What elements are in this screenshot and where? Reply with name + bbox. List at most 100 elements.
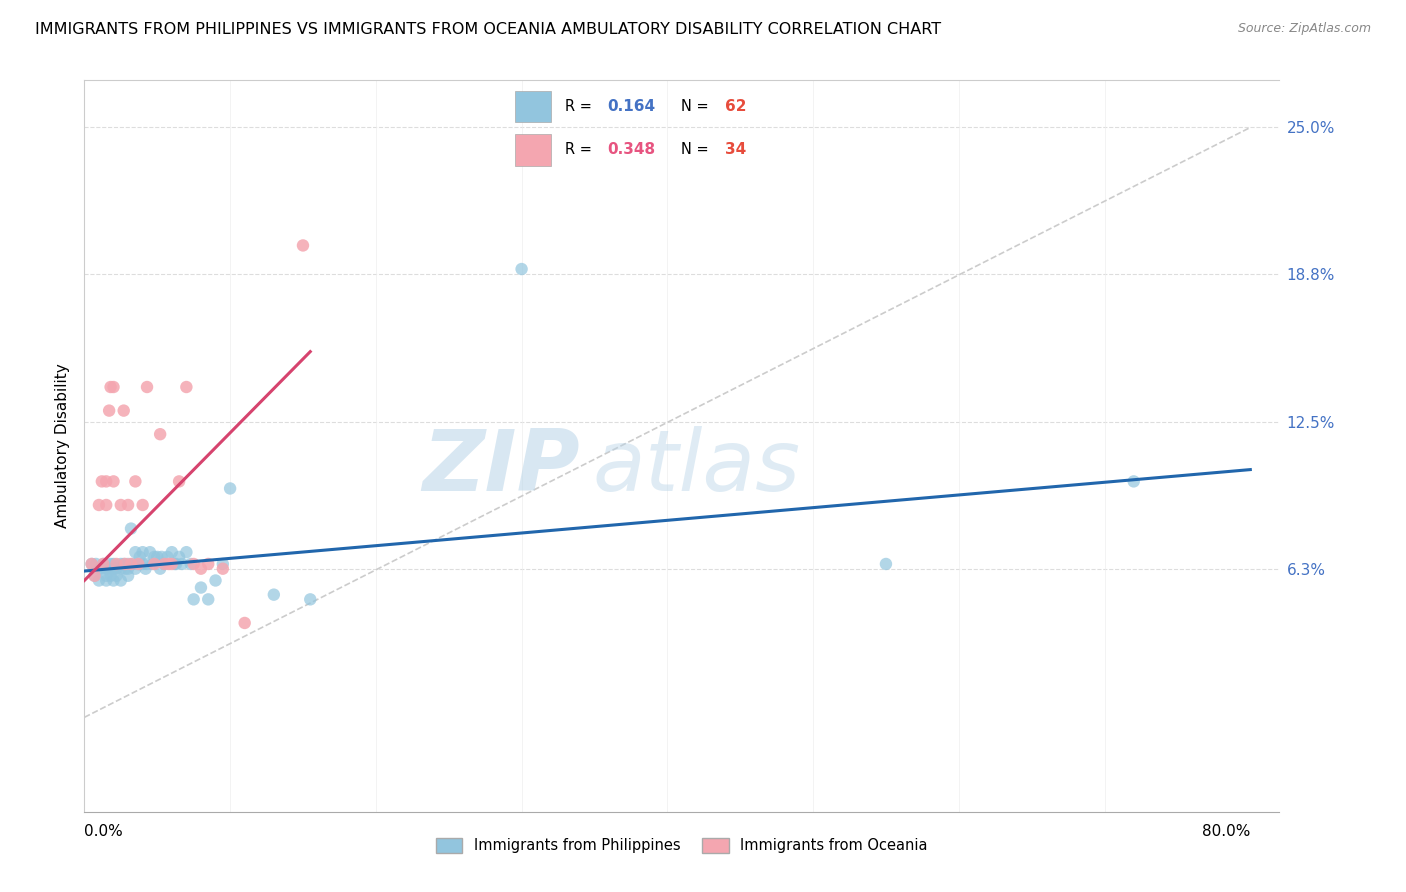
- Point: [87, 574, 110, 588]
- Point: [131, 557, 153, 571]
- Point: [183, 592, 205, 607]
- Point: [83, 568, 105, 582]
- Point: [98, 562, 121, 576]
- Point: [84, 557, 107, 571]
- Point: [96, 568, 118, 582]
- Point: [176, 545, 198, 559]
- Text: atlas: atlas: [592, 426, 800, 509]
- Point: [120, 522, 142, 536]
- Point: [233, 615, 256, 630]
- Point: [114, 557, 136, 571]
- Point: [176, 380, 198, 394]
- Point: [165, 557, 187, 571]
- Point: [87, 562, 110, 576]
- Y-axis label: Ambulatory Disability: Ambulatory Disability: [55, 364, 70, 528]
- Text: 62: 62: [725, 99, 747, 114]
- Point: [91, 557, 114, 571]
- Point: [146, 549, 169, 564]
- Point: [117, 557, 139, 571]
- Point: [180, 557, 202, 571]
- Point: [80, 557, 103, 571]
- Point: [136, 380, 159, 394]
- Point: [90, 475, 112, 489]
- Point: [91, 557, 114, 571]
- Point: [127, 557, 149, 571]
- Point: [100, 568, 122, 582]
- Point: [103, 574, 125, 588]
- Point: [105, 568, 128, 582]
- Point: [510, 262, 533, 277]
- Point: [149, 562, 172, 576]
- Point: [139, 545, 162, 559]
- FancyBboxPatch shape: [515, 91, 551, 122]
- Point: [211, 557, 233, 571]
- Point: [183, 557, 205, 571]
- Point: [96, 475, 118, 489]
- Point: [190, 581, 212, 595]
- Point: [110, 557, 132, 571]
- Point: [124, 545, 146, 559]
- Point: [96, 498, 118, 512]
- Text: N =: N =: [681, 99, 713, 114]
- Point: [160, 557, 183, 571]
- Point: [105, 557, 128, 571]
- Point: [100, 557, 122, 571]
- Point: [121, 557, 143, 571]
- Point: [170, 557, 193, 571]
- Point: [143, 549, 166, 564]
- Point: [127, 557, 149, 571]
- Text: 0.0%: 0.0%: [84, 823, 124, 838]
- Point: [117, 498, 139, 512]
- Point: [142, 557, 165, 571]
- Point: [211, 562, 233, 576]
- Text: 0.348: 0.348: [607, 143, 655, 158]
- Point: [83, 568, 105, 582]
- Text: R =: R =: [565, 143, 596, 158]
- Point: [90, 562, 112, 576]
- Point: [153, 557, 176, 571]
- Text: IMMIGRANTS FROM PHILIPPINES VS IMMIGRANTS FROM OCEANIA AMBULATORY DISABILITY COR: IMMIGRANTS FROM PHILIPPINES VS IMMIGRANT…: [35, 22, 941, 37]
- Text: Source: ZipAtlas.com: Source: ZipAtlas.com: [1237, 22, 1371, 36]
- Point: [103, 380, 125, 394]
- Point: [156, 549, 179, 564]
- Point: [219, 482, 242, 496]
- Point: [110, 574, 132, 588]
- Text: N =: N =: [681, 143, 713, 158]
- Point: [112, 557, 135, 571]
- Text: R =: R =: [565, 99, 596, 114]
- Point: [299, 592, 322, 607]
- Point: [100, 380, 122, 394]
- Point: [103, 562, 125, 576]
- Point: [197, 557, 219, 571]
- Point: [291, 238, 314, 252]
- Point: [1122, 475, 1144, 489]
- Point: [143, 557, 166, 571]
- Point: [136, 557, 159, 571]
- Point: [117, 562, 139, 576]
- Point: [110, 498, 132, 512]
- Point: [80, 557, 103, 571]
- Point: [98, 403, 121, 417]
- Point: [197, 592, 219, 607]
- Point: [167, 475, 190, 489]
- Point: [128, 549, 150, 564]
- Point: [110, 562, 132, 576]
- Point: [131, 498, 153, 512]
- Point: [103, 557, 125, 571]
- Point: [153, 557, 176, 571]
- Point: [157, 557, 180, 571]
- Point: [167, 549, 190, 564]
- Legend: Immigrants from Philippines, Immigrants from Oceania: Immigrants from Philippines, Immigrants …: [430, 832, 934, 859]
- Text: 0.164: 0.164: [607, 99, 655, 114]
- Text: 34: 34: [725, 143, 747, 158]
- Point: [103, 475, 125, 489]
- Point: [263, 588, 285, 602]
- Text: ZIP: ZIP: [423, 426, 581, 509]
- Point: [120, 557, 142, 571]
- Point: [87, 498, 110, 512]
- Point: [96, 574, 118, 588]
- Point: [96, 562, 118, 576]
- Point: [204, 574, 226, 588]
- Point: [114, 562, 136, 576]
- Point: [112, 403, 135, 417]
